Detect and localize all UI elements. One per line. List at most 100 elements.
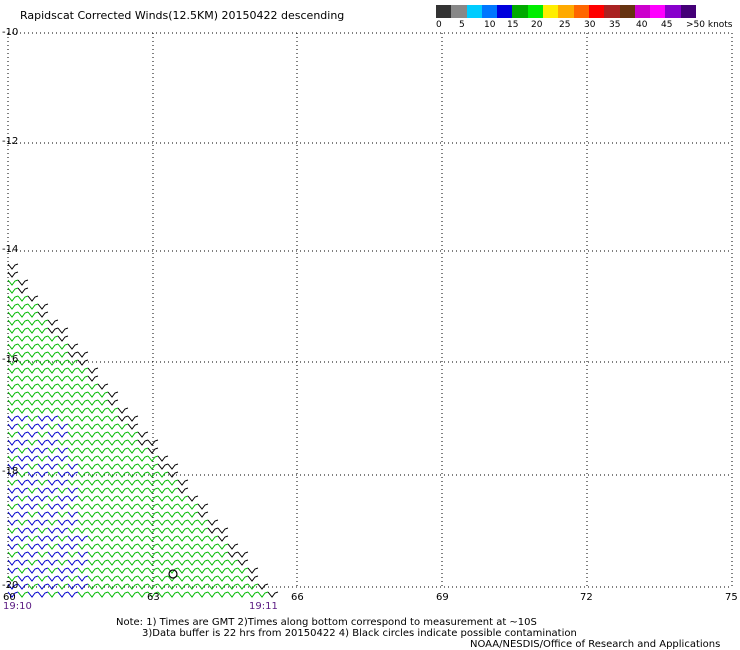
wind-barb [107, 495, 119, 502]
wind-barb [227, 583, 239, 590]
wind-barb [147, 439, 159, 446]
wind-barb [17, 327, 29, 334]
wind-barb [47, 391, 59, 398]
wind-barb [117, 407, 129, 414]
wind-barb [57, 335, 69, 342]
wind-barb [107, 591, 119, 598]
wind-barb [127, 439, 139, 446]
wind-barb [7, 511, 19, 518]
wind-barb [67, 423, 79, 430]
wind-barb [97, 575, 109, 582]
wind-barb [267, 591, 279, 598]
wind-barb [27, 559, 39, 566]
wind-barb [27, 415, 39, 422]
wind-barb [197, 551, 209, 558]
wind-barb [127, 423, 139, 430]
wind-barb [17, 559, 29, 566]
wind-barb [147, 583, 159, 590]
wind-barb [107, 471, 119, 478]
wind-barb [107, 439, 119, 446]
wind-barb [17, 351, 29, 358]
wind-barb [157, 527, 169, 534]
wind-barb [117, 535, 129, 542]
wind-barb [77, 439, 89, 446]
wind-barb [57, 479, 69, 486]
wind-barb [17, 591, 29, 598]
wind-barb [167, 567, 179, 574]
wind-barb [187, 559, 199, 566]
wind-barb [177, 543, 189, 550]
wind-barb [167, 535, 179, 542]
wind-barb [87, 423, 99, 430]
wind-barb [107, 535, 119, 542]
wind-barb [87, 591, 99, 598]
wind-barb [87, 567, 99, 574]
wind-barb [77, 591, 89, 598]
wind-barb [167, 463, 179, 470]
colorbar-label: 0 [436, 20, 442, 30]
wind-barb [17, 575, 29, 582]
colorbar-segment [588, 5, 605, 18]
colorbar-label: 20 [531, 20, 543, 30]
wind-barb [207, 519, 219, 526]
colorbar-label: 35 [609, 20, 621, 30]
wind-barb [37, 559, 49, 566]
wind-barb [17, 447, 29, 454]
wind-barb [17, 567, 29, 574]
wind-barb [177, 527, 189, 534]
wind-barb [87, 543, 99, 550]
wind-barb [47, 575, 59, 582]
wind-barb [207, 543, 219, 550]
wind-barb [97, 487, 109, 494]
wind-barb [147, 471, 159, 478]
wind-barb [237, 591, 249, 598]
wind-barb [197, 503, 209, 510]
wind-barb [97, 383, 109, 390]
wind-barb [77, 471, 89, 478]
wind-barb [7, 455, 19, 462]
wind-barb [7, 423, 19, 430]
wind-barb [77, 383, 89, 390]
wind-barb [167, 503, 179, 510]
wind-barb [27, 543, 39, 550]
wind-barb [97, 455, 109, 462]
wind-barb [67, 527, 79, 534]
wind-barb [97, 495, 109, 502]
wind-barb [67, 343, 79, 350]
wind-barb [17, 303, 29, 310]
wind-barb [57, 399, 69, 406]
wind-barb [217, 591, 229, 598]
wind-barb [67, 399, 79, 406]
wind-barb [7, 391, 19, 398]
wind-barb [197, 559, 209, 566]
wind-barb [17, 455, 29, 462]
wind-barb [47, 503, 59, 510]
wind-barb [77, 423, 89, 430]
wind-barb [27, 455, 39, 462]
wind-barb [47, 559, 59, 566]
wind-barb [7, 479, 19, 486]
wind-barb [97, 535, 109, 542]
wind-barb [87, 455, 99, 462]
wind-barb [37, 375, 49, 382]
wind-barb [57, 351, 69, 358]
wind-barb [27, 575, 39, 582]
wind-barb [57, 487, 69, 494]
wind-barb [87, 431, 99, 438]
wind-barb [27, 495, 39, 502]
wind-barb [117, 471, 129, 478]
wind-barb [27, 487, 39, 494]
wind-barb [17, 287, 29, 294]
wind-barb [157, 591, 169, 598]
wind-barb [47, 399, 59, 406]
wind-barb [7, 279, 19, 286]
wind-barb [67, 519, 79, 526]
wind-barb [57, 423, 69, 430]
wind-barb [217, 575, 229, 582]
wind-barb [17, 487, 29, 494]
wind-barb [27, 303, 39, 310]
wind-barb [27, 535, 39, 542]
wind-barb [57, 575, 69, 582]
wind-barb [117, 567, 129, 574]
wind-barb [137, 559, 149, 566]
